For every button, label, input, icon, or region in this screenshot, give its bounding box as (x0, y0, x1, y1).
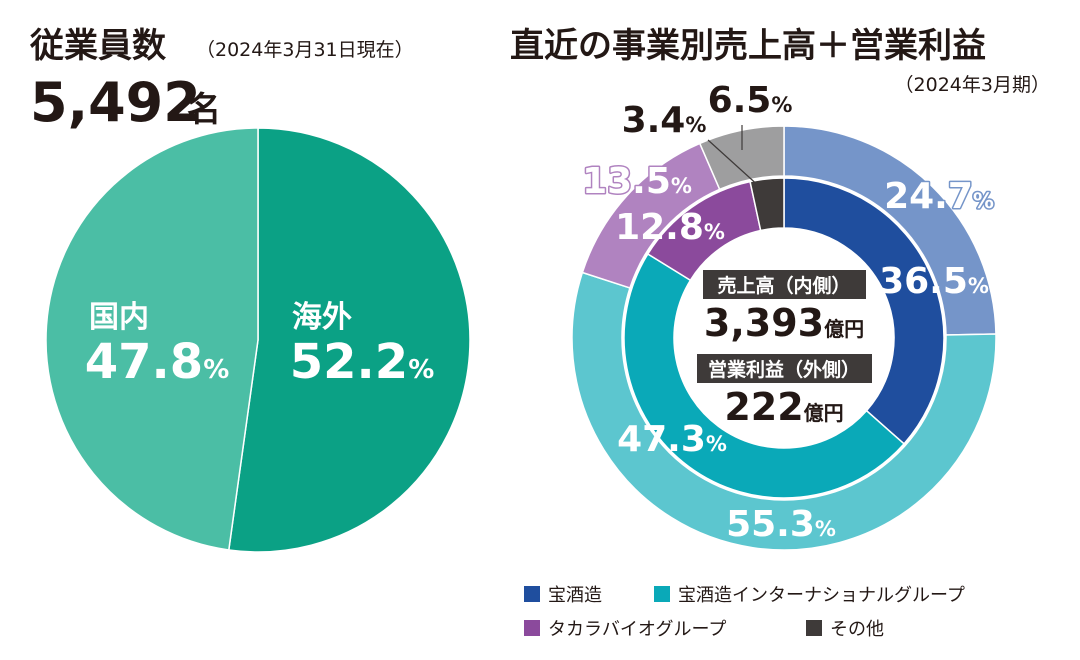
outer-intl-label: 55.3% (726, 504, 836, 545)
outer-takara-label-unit: % (973, 189, 994, 213)
legend-item-takara: 宝酒造 (524, 581, 602, 607)
legend-item-bio: タカラバイオグループ (524, 615, 726, 641)
profit-unit: 億円 (804, 401, 844, 425)
inner-takara-arc (783, 177, 945, 445)
slice-overseas (227, 127, 471, 553)
legend-swatch (524, 620, 540, 636)
sales-label: 売上高（内側） (717, 274, 850, 297)
employees-total-value: 5,492 (30, 71, 201, 134)
inner-intl-arc (623, 252, 906, 499)
inner-bio-label-unit: % (704, 220, 725, 244)
inner-other-label-unit: % (685, 113, 706, 137)
legend-label: 宝酒造インターナショナルグループ (678, 585, 965, 606)
inner-other-leader (707, 139, 762, 189)
legend-label: その他 (830, 619, 884, 640)
inner-bio-label-value: 12.8 (615, 207, 704, 248)
outer-other-label-value: 6.5 (708, 80, 772, 121)
slice-domestic-label-unit: % (203, 355, 229, 385)
inner-intl-label-unit: % (706, 432, 727, 456)
legend-swatch (524, 586, 540, 602)
sales-unit: 億円 (824, 317, 864, 341)
inner-takara-label-unit: % (968, 274, 989, 298)
profit-label: 営業利益（外側） (708, 358, 860, 381)
slice-overseas-label: 52.2% (290, 334, 435, 390)
inner-bio-label: 12.8% (615, 207, 725, 248)
employees-total-unit: 名 (187, 90, 221, 130)
slice-domestic-label: 47.8% (85, 334, 230, 390)
legend-item-other: その他 (806, 615, 884, 641)
outer-bio-label-value: 13.5 (582, 161, 671, 202)
employees-title: 従業員数 (29, 26, 166, 66)
slice-overseas-name: 海外 (292, 300, 352, 335)
outer-other-label-unit: % (771, 93, 792, 117)
outer-intl-label-unit: % (815, 517, 836, 541)
sales-value: 3,393 (704, 301, 824, 345)
employees-subtitle: （2024年3月31日現在） (196, 39, 414, 61)
segment-donut: 24.7%55.3%13.5%6.5%36.5%47.3%12.8%3.4% (571, 80, 997, 551)
slice-overseas-label-value: 52.2 (290, 334, 408, 390)
legend-item-international: 宝酒造インターナショナルグループ (654, 581, 965, 607)
profit-label-box (697, 354, 872, 383)
legend-swatch (654, 586, 670, 602)
segment-title: 直近の事業別売上高＋営業利益 (510, 26, 986, 66)
outer-intl-arc (571, 271, 997, 551)
slice-overseas-label-unit: % (408, 355, 434, 385)
legend-label: 宝酒造 (548, 585, 602, 606)
inner-intl-label: 47.3% (617, 419, 727, 460)
inner-other-arc (749, 177, 785, 232)
inner-intl-label-value: 47.3 (617, 419, 706, 460)
inner-takara-label-value: 36.5 (879, 261, 968, 302)
outer-takara-label-value: 24.7 (884, 176, 973, 217)
inner-other-label: 3.4% (622, 100, 707, 141)
slice-domestic-label-value: 47.8 (85, 334, 203, 390)
profit-total: 222億円 (724, 385, 843, 429)
outer-other-arc (698, 125, 785, 191)
outer-bio-label: 13.5% (582, 161, 692, 202)
legend-swatch (806, 620, 822, 636)
outer-takara-label: 24.7% (884, 176, 994, 217)
inner-takara-label: 36.5% (879, 261, 989, 302)
profit-value: 222 (724, 385, 803, 429)
legend-label: タカラバイオグループ (548, 619, 727, 640)
sales-total: 3,393億円 (704, 301, 864, 345)
sales-label-box (703, 270, 866, 299)
slice-domestic (45, 127, 259, 551)
segment-subtitle: （2024年3月期） (895, 74, 1050, 96)
slice-domestic-name: 国内 (89, 300, 149, 335)
inner-other-label-value: 3.4 (622, 100, 686, 141)
outer-other-label: 6.5% (708, 80, 793, 121)
outer-intl-label-value: 55.3 (726, 504, 815, 545)
outer-bio-label-unit: % (671, 174, 692, 198)
